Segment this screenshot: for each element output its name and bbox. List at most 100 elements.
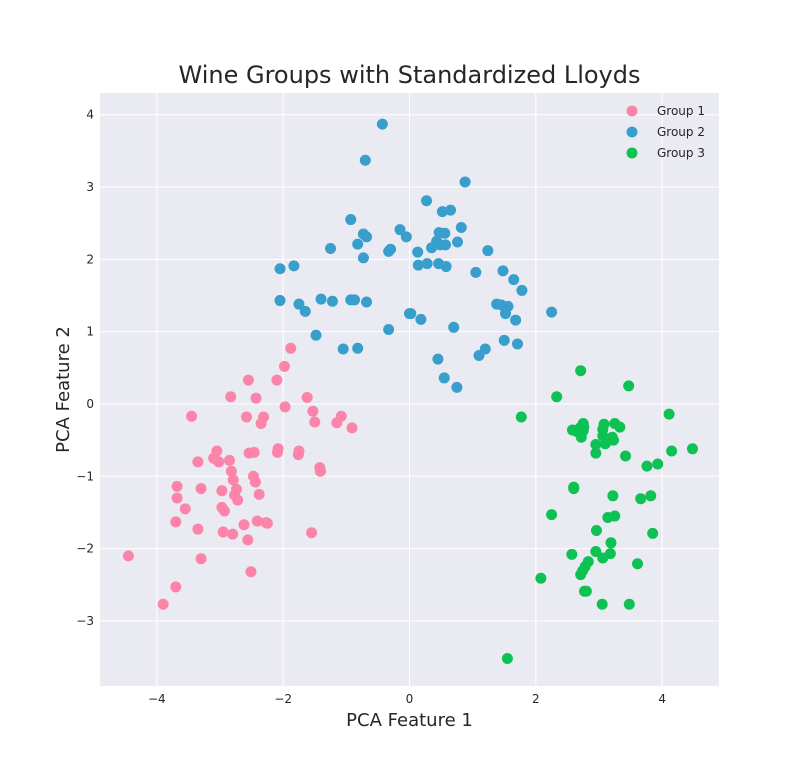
data-point-group-1 — [192, 456, 204, 468]
data-point-group-1 — [245, 566, 257, 578]
data-point-group-2 — [482, 245, 494, 257]
data-point-group-2 — [400, 231, 412, 243]
data-point-group-1 — [223, 454, 235, 466]
data-point-group-3 — [590, 438, 602, 450]
data-point-group-2 — [310, 329, 322, 341]
data-point-group-1 — [346, 422, 358, 434]
data-point-group-1 — [227, 474, 239, 486]
y-tick-label: 4 — [86, 108, 94, 122]
data-point-group-3 — [686, 443, 698, 455]
data-point-group-3 — [641, 460, 653, 472]
x-tick-label: 4 — [658, 692, 666, 706]
data-point-group-2 — [315, 293, 327, 305]
grid-lines — [100, 93, 719, 686]
data-point-group-1 — [253, 488, 265, 500]
data-point-group-2 — [325, 242, 337, 254]
data-point-group-1 — [211, 445, 223, 457]
data-point-group-2 — [439, 227, 451, 239]
data-point-group-2 — [452, 236, 464, 248]
data-point-group-3 — [551, 391, 563, 403]
y-tick-label: 3 — [86, 180, 94, 194]
data-point-group-1 — [230, 483, 242, 495]
data-point-group-1 — [278, 360, 290, 372]
data-point-group-2 — [448, 321, 460, 333]
data-point-group-1 — [171, 492, 183, 504]
data-point-group-2 — [432, 353, 444, 365]
data-point-group-1 — [171, 480, 183, 492]
data-point-group-2 — [479, 343, 491, 355]
data-point-group-1 — [195, 483, 207, 495]
data-point-group-1 — [225, 465, 237, 477]
data-point-group-2 — [352, 342, 364, 354]
y-axis-label: PCA Feature 2 — [53, 326, 74, 453]
data-point-group-3 — [578, 421, 590, 433]
data-point-group-2 — [497, 265, 509, 277]
data-point-group-2 — [359, 154, 371, 166]
data-point-group-2 — [349, 294, 361, 306]
data-point-group-2 — [508, 274, 520, 286]
data-point-group-2 — [510, 314, 522, 326]
x-axis-label: PCA Feature 1 — [346, 710, 473, 731]
data-point-group-1 — [213, 456, 225, 468]
data-point-group-2 — [498, 334, 510, 346]
y-tick-label: 0 — [86, 397, 94, 411]
data-point-group-2 — [546, 306, 558, 318]
data-point-group-1 — [314, 465, 326, 477]
data-point-group-1 — [285, 342, 297, 354]
x-tick-label: −2 — [274, 692, 292, 706]
data-point-group-3 — [590, 447, 602, 459]
data-point-group-2 — [299, 305, 311, 317]
data-point-group-2 — [455, 222, 467, 234]
data-point-group-2 — [361, 231, 373, 243]
data-point-group-3 — [607, 490, 619, 502]
data-point-group-3 — [575, 365, 587, 377]
data-point-group-1 — [248, 446, 260, 458]
data-point-group-2 — [421, 195, 433, 207]
data-point-group-2 — [459, 176, 471, 188]
data-point-group-3 — [614, 421, 626, 433]
data-point-group-1 — [170, 581, 182, 593]
data-point-group-1 — [157, 598, 169, 610]
data-point-group-1 — [227, 528, 239, 540]
legend: Group 1 Group 2 Group 3 — [626, 104, 705, 160]
legend-marker-group-1 — [626, 105, 638, 117]
legend-label-group-1: Group 1 — [657, 104, 705, 118]
data-point-group-2 — [293, 298, 305, 310]
data-point-group-3 — [652, 458, 664, 470]
data-point-group-3 — [604, 548, 616, 560]
data-point-group-1 — [218, 505, 230, 517]
data-point-group-1 — [242, 374, 254, 386]
data-point-group-1 — [301, 391, 313, 403]
legend-marker-group-3 — [626, 147, 638, 159]
data-point-group-3 — [623, 598, 635, 610]
data-point-group-3 — [582, 556, 594, 568]
data-point-group-3 — [535, 572, 547, 584]
data-point-group-1 — [271, 446, 283, 458]
data-point-group-1 — [122, 550, 134, 562]
data-point-group-3 — [608, 434, 620, 446]
data-point-group-1 — [170, 516, 182, 528]
data-point-group-3 — [580, 585, 592, 597]
data-points — [122, 118, 698, 665]
data-point-group-2 — [357, 252, 369, 264]
data-point-group-3 — [647, 527, 659, 539]
data-point-group-3 — [666, 445, 678, 457]
data-point-group-3 — [515, 411, 527, 423]
data-point-group-3 — [645, 490, 657, 502]
data-point-group-3 — [501, 653, 513, 665]
x-tick-labels: −4 −2 0 2 4 — [148, 692, 666, 706]
y-tick-label: −1 — [76, 469, 94, 483]
data-point-group-1 — [251, 515, 263, 527]
data-point-group-1 — [217, 526, 229, 538]
data-point-group-1 — [225, 391, 237, 403]
data-point-group-1 — [307, 405, 319, 417]
y-tick-label: −3 — [76, 614, 94, 628]
y-tick-label: −2 — [76, 542, 94, 556]
y-tick-label: 1 — [86, 325, 94, 339]
legend-label-group-2: Group 2 — [657, 125, 705, 139]
data-point-group-2 — [274, 263, 286, 275]
data-point-group-1 — [293, 445, 305, 457]
data-point-group-2 — [352, 238, 364, 250]
data-point-group-1 — [250, 392, 262, 404]
data-point-group-3 — [590, 545, 602, 557]
